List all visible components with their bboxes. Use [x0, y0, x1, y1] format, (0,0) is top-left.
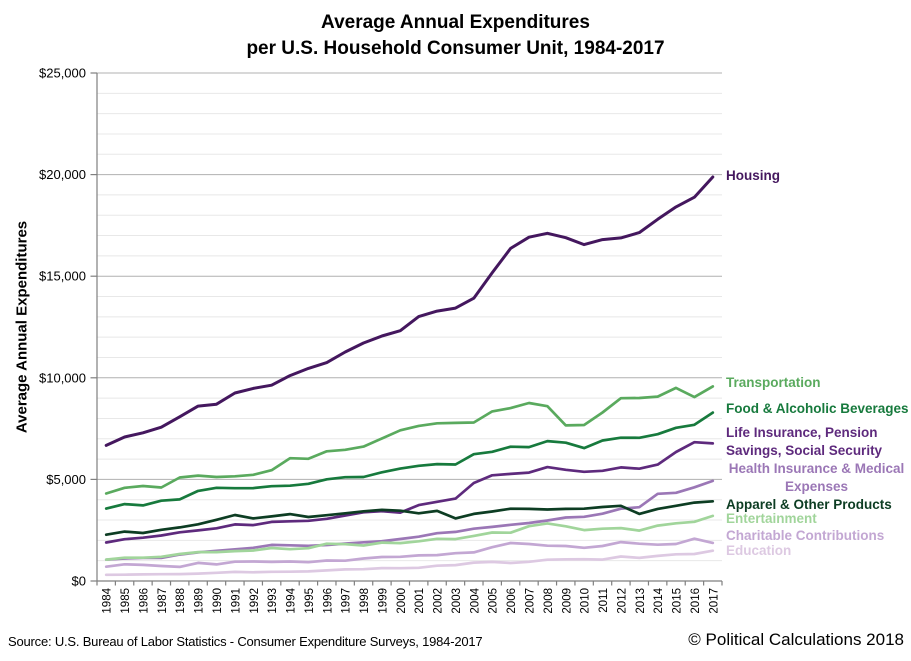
series-label-line: Expenses	[784, 479, 849, 494]
series-label-housing: Housing	[726, 167, 780, 185]
series-label-transportation: Transportation	[726, 374, 821, 392]
series-label-education: Education	[726, 542, 791, 560]
y-tick-label: $15,000	[39, 269, 86, 284]
series-label-life-insurance: Life Insurance, Pension Savings, Social S…	[726, 424, 882, 460]
x-tick-label: 1985	[120, 588, 132, 614]
x-tick-label: 2011	[598, 588, 610, 613]
series-label-line: Life Insurance, Pension	[726, 425, 878, 440]
x-tick-label: 2002	[433, 588, 445, 614]
x-tick-label: 1994	[286, 587, 298, 613]
source-note: Source: U.S. Bureau of Labor Statistics …	[8, 634, 483, 649]
x-tick-label: 2016	[690, 588, 702, 614]
x-tick-label: 2006	[506, 588, 518, 614]
y-tick-label: $20,000	[39, 167, 86, 182]
series-label-line: Housing	[726, 168, 780, 183]
series-line-education	[104, 549, 715, 577]
x-tick-label: 2000	[396, 588, 408, 614]
x-tick-label: 1987	[157, 588, 169, 614]
x-tick-label: 1990	[212, 588, 224, 614]
series-label-line: Charitable Contributions	[726, 528, 885, 543]
x-tick-label: 1998	[359, 588, 371, 614]
series-label-line: Transportation	[726, 375, 821, 390]
x-tick-label: 2009	[561, 588, 573, 614]
x-tick-label: 1989	[194, 588, 206, 614]
x-tick-label: 2014	[653, 587, 665, 613]
x-tick-label: 2015	[672, 588, 684, 614]
y-tick-label: $10,000	[39, 370, 86, 385]
series-label-line: Entertainment	[726, 511, 817, 526]
series-label-line: Education	[726, 543, 792, 558]
x-tick-label: 1999	[377, 588, 389, 614]
x-tick-label: 2004	[469, 587, 481, 613]
series-line-charitable	[104, 537, 715, 569]
x-tick-label: 2010	[580, 588, 592, 614]
x-tick-label: 1986	[138, 588, 150, 614]
series-line-transportation	[104, 385, 715, 495]
x-tick-label: 1993	[267, 588, 279, 614]
x-tick-label: 2003	[451, 588, 463, 614]
copyright-note: © Political Calculations 2018	[688, 630, 904, 649]
x-tick-label: 2017	[708, 588, 720, 614]
series-line-life-insurance	[104, 440, 715, 544]
series-line-food	[104, 411, 715, 510]
x-tick-label: 1995	[304, 588, 316, 614]
x-tick-label: 2007	[524, 588, 536, 614]
x-tick-label: 2005	[488, 588, 500, 614]
series-label-line: Savings, Social Security	[726, 443, 883, 458]
series-label-charitable: Charitable Contributions	[726, 527, 884, 545]
x-tick-label: 2012	[616, 588, 628, 614]
x-tick-label: 1997	[341, 588, 353, 614]
series-label-health: Health Insurance & Medical Expenses	[726, 460, 907, 496]
chart-title-line1: Average Annual Expenditures	[321, 12, 590, 33]
series-label-line: Health Insurance & Medical	[728, 461, 905, 476]
series-label-line: Apparel & Other Products	[726, 497, 892, 512]
x-tick-label: 2013	[635, 588, 647, 614]
series-label-entertainment: Entertainment	[726, 510, 817, 528]
y-tick-label: $0	[72, 574, 86, 589]
series-label-food: Food & Alcoholic Beverages	[726, 400, 909, 418]
series-line-entertainment	[104, 514, 715, 561]
x-tick-label: 1984	[102, 587, 114, 613]
y-tick-label: $5,000	[46, 472, 86, 487]
series-line-housing	[104, 175, 715, 447]
y-tick-label: $25,000	[39, 66, 86, 81]
series-label-line: Food & Alcoholic Beverages	[726, 401, 909, 416]
series-label-apparel: Apparel & Other Products	[726, 496, 892, 514]
x-tick-label: 1988	[175, 588, 187, 614]
x-tick-label: 1991	[230, 588, 242, 614]
series-line-apparel	[104, 499, 715, 537]
chart-title-line2: per U.S. Household Consumer Unit, 1984-2…	[246, 38, 665, 59]
x-tick-label: 2008	[543, 588, 555, 614]
x-tick-label: 1992	[249, 588, 261, 614]
x-tick-label: 1996	[322, 588, 334, 614]
chart-title: Average Annual Expenditures per U.S. Hou…	[0, 10, 911, 62]
x-tick-label: 2001	[414, 588, 426, 614]
